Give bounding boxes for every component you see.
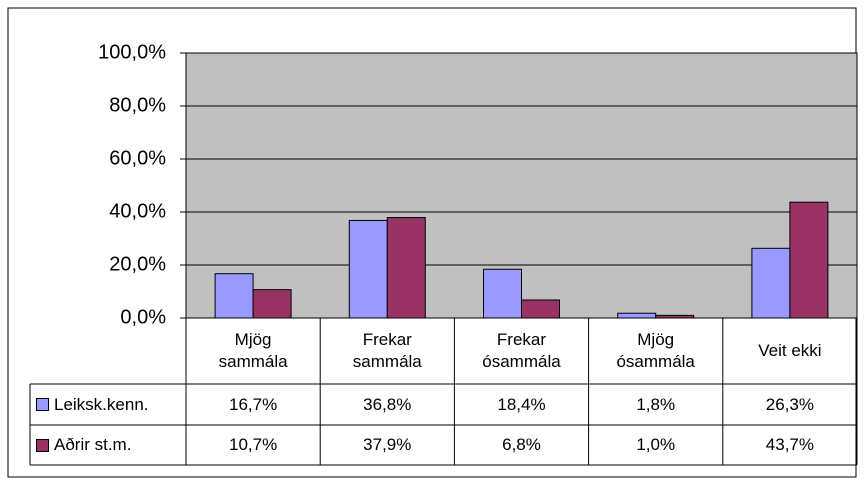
bar [521, 299, 560, 319]
bar [789, 201, 829, 319]
y-tick-label: 60,0% [109, 147, 166, 169]
bar [252, 289, 292, 319]
legend-key [36, 438, 49, 452]
x-tick-label: Veit ekki [758, 341, 822, 360]
y-tick-label: 20,0% [109, 253, 166, 275]
category-cell: Mjög ósammála [589, 318, 723, 384]
bar [214, 273, 254, 319]
y-tick-label: 80,0% [109, 94, 166, 116]
y-tick-label: 100,0% [98, 41, 166, 63]
legend-label: Aðrir st.m. [54, 435, 132, 454]
data-label: 16,7% [228, 394, 278, 414]
legend-label: Leiksk.kenn. [54, 394, 149, 414]
x-tick-label: Mjög ósammála [616, 330, 695, 371]
category-cell: Frekar ósammála [454, 318, 588, 384]
data-label: 6,8% [502, 435, 541, 454]
data-label: 1,0% [636, 435, 676, 454]
bar [348, 219, 388, 319]
data-label: 36,8% [363, 394, 412, 414]
x-tick-label: Frekar sammála [352, 330, 422, 371]
bar [751, 247, 791, 319]
data-label: 26,3% [765, 394, 814, 414]
bar [483, 268, 522, 319]
x-tick-label: Mjög sammála [218, 330, 288, 371]
data-label: 37,9% [363, 435, 412, 454]
category-cell: Veit ekki [723, 318, 857, 384]
data-label: 10,7% [228, 435, 278, 454]
data-label: 43,7% [765, 435, 814, 454]
category-cell: Frekar sammála [320, 318, 454, 384]
data-label: 18,4% [497, 394, 546, 414]
legend-key [36, 398, 49, 411]
x-tick-label: Frekar ósammála [482, 330, 561, 371]
bar [655, 314, 695, 319]
legend-entry: Aðrir st.m. [30, 425, 186, 465]
data-label: 1,8% [636, 394, 676, 414]
legend-entry: Leiksk.kenn. [30, 384, 186, 425]
y-tick-label: 40,0% [109, 200, 166, 222]
category-cell: Mjög sammála [186, 318, 320, 384]
y-tick-label: 0,0% [120, 306, 166, 328]
bar [386, 217, 426, 319]
